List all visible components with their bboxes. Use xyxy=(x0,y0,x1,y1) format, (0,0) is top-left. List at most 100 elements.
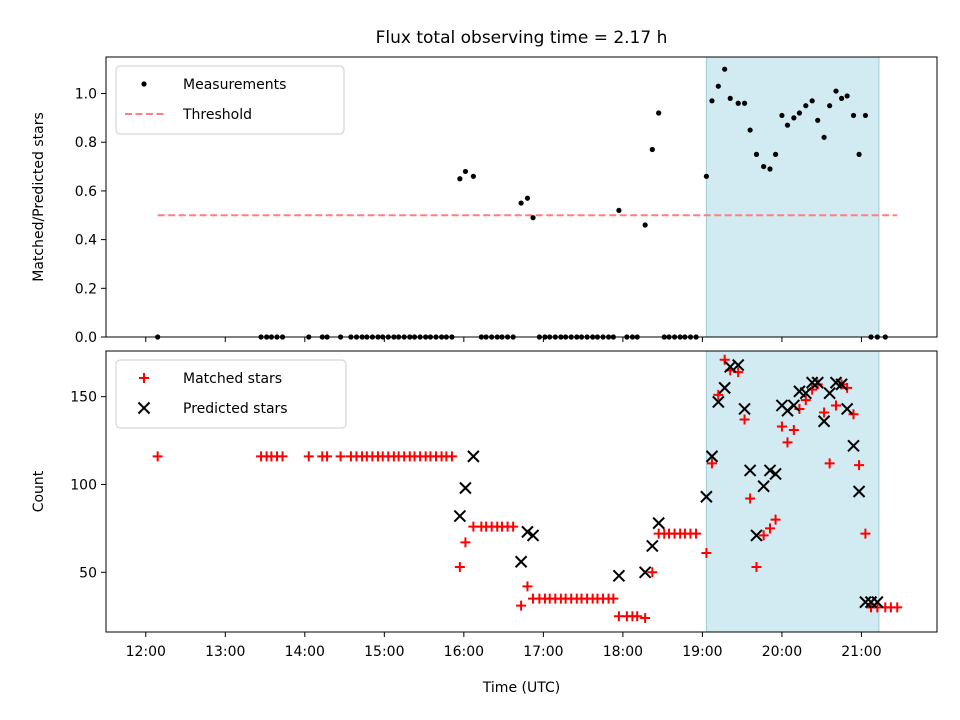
data-point xyxy=(763,464,777,477)
data-point xyxy=(769,467,782,481)
data-point xyxy=(691,528,702,539)
legend-box xyxy=(115,65,345,135)
legend-label: Measurements xyxy=(183,77,286,93)
data-point xyxy=(859,595,872,609)
data-point xyxy=(705,450,719,463)
data-point xyxy=(850,112,857,119)
data-point xyxy=(642,222,648,228)
top-axes: 0.0 0.2 0.4 0.6 0.8 1.0 Matched/Predicted star… xyxy=(31,56,938,346)
data-point xyxy=(800,395,811,406)
data-point xyxy=(871,595,884,609)
data-point xyxy=(854,460,865,471)
data-point xyxy=(776,421,787,432)
data-point xyxy=(640,612,651,623)
data-point xyxy=(772,151,779,157)
data-point xyxy=(761,163,767,170)
figure-title: Flux total observing time = 2.17 h xyxy=(376,28,668,48)
data-point xyxy=(779,112,785,119)
data-point xyxy=(453,509,467,523)
y-tick-label: 100 xyxy=(70,477,97,493)
data-point xyxy=(514,555,528,568)
data-point xyxy=(856,151,862,157)
legend-marker xyxy=(141,81,147,87)
x-tick-label: 16:00 xyxy=(444,644,484,660)
data-point xyxy=(612,569,626,583)
data-point xyxy=(470,173,476,179)
data-point xyxy=(530,215,536,221)
observing-window-shade xyxy=(705,350,880,633)
x-tick-label: 20:00 xyxy=(762,644,802,660)
data-point xyxy=(718,381,731,395)
data-point xyxy=(521,525,534,539)
y-axis-label: Count xyxy=(31,470,47,512)
x-tick-label: 12:00 xyxy=(126,644,166,660)
data-point xyxy=(277,451,288,462)
data-point xyxy=(860,528,871,539)
series-matched-stars xyxy=(152,354,903,623)
y-tick-label: 150 xyxy=(70,390,97,406)
data-point xyxy=(811,376,824,389)
data-point xyxy=(862,112,869,119)
legend-box xyxy=(115,359,347,429)
data-point xyxy=(649,146,655,153)
data-point xyxy=(770,514,781,525)
data-point xyxy=(852,485,866,498)
data-point xyxy=(713,389,724,400)
data-point xyxy=(516,600,527,611)
data-point xyxy=(782,437,793,448)
data-point xyxy=(788,425,799,436)
data-point xyxy=(833,88,839,94)
legend-marker xyxy=(139,373,149,383)
x-tick-label: 14:00 xyxy=(285,644,325,660)
data-point xyxy=(840,402,854,416)
data-point xyxy=(454,562,465,573)
data-point xyxy=(824,458,835,469)
legend-marker xyxy=(137,401,151,415)
data-point xyxy=(817,415,831,428)
data-point xyxy=(787,399,801,412)
data-point xyxy=(815,117,821,123)
x-tick-label: 15:00 xyxy=(364,644,404,660)
data-point xyxy=(758,530,769,541)
data-point xyxy=(741,100,748,106)
data-point xyxy=(791,115,797,121)
data-point xyxy=(727,95,733,101)
data-point xyxy=(446,451,457,462)
data-point xyxy=(847,439,860,453)
x-tick-label: 13:00 xyxy=(205,644,245,660)
data-point xyxy=(467,450,480,463)
data-point xyxy=(522,581,533,592)
data-point xyxy=(844,93,850,99)
y-tick-label: 50 xyxy=(79,565,97,581)
x-tick-label: 21:00 xyxy=(841,644,881,660)
legend-label: Matched stars xyxy=(183,371,282,387)
x-tick-label: 19:00 xyxy=(682,644,722,660)
data-point xyxy=(821,134,827,140)
y-tick-label: 1.0 xyxy=(75,87,97,103)
data-point xyxy=(765,523,776,534)
data-point xyxy=(715,83,721,89)
data-point xyxy=(703,173,709,179)
data-point xyxy=(508,521,519,532)
legend: Measurements Threshold xyxy=(115,65,345,135)
data-point xyxy=(709,98,715,104)
data-point xyxy=(608,593,619,604)
data-point xyxy=(753,151,760,157)
data-point xyxy=(745,493,756,504)
x-tick-label: 18:00 xyxy=(603,644,643,660)
data-point xyxy=(743,464,757,477)
data-point xyxy=(722,66,728,72)
data-point xyxy=(706,458,717,469)
y-tick-label: 0.8 xyxy=(75,135,97,151)
data-point xyxy=(831,400,842,411)
data-point xyxy=(616,207,622,213)
data-point xyxy=(827,103,833,109)
data-point xyxy=(526,529,540,542)
data-point xyxy=(735,100,741,106)
data-point xyxy=(457,176,463,182)
y-tick-label: 0.2 xyxy=(75,281,97,297)
data-point xyxy=(712,395,725,409)
data-point xyxy=(322,451,333,462)
data-point xyxy=(739,414,750,425)
data-point xyxy=(303,451,314,462)
